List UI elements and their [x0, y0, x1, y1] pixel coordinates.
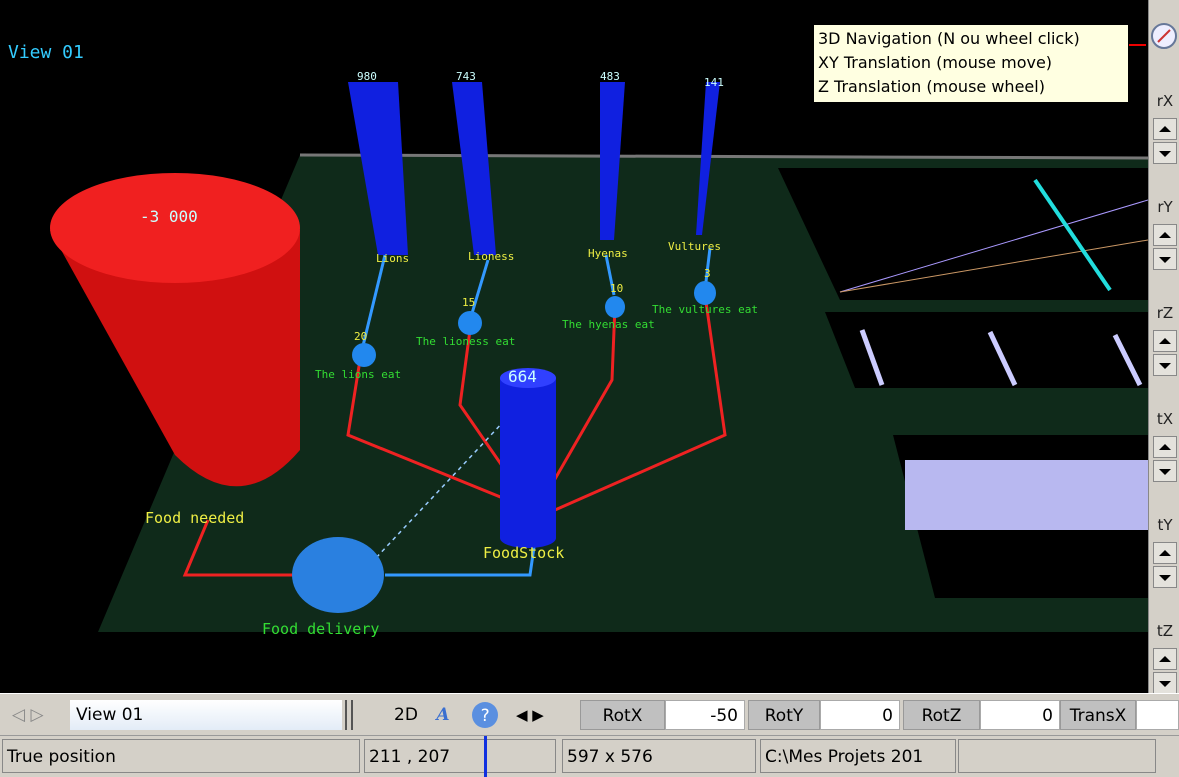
field-input[interactable]: -50	[665, 700, 745, 730]
axis-label: rY	[1157, 198, 1173, 216]
cursor-marker	[484, 736, 487, 777]
status-size: 597 x 576	[562, 739, 756, 773]
decrease-button[interactable]	[1153, 248, 1177, 270]
flows	[182, 247, 727, 577]
increase-button[interactable]	[1153, 542, 1177, 564]
mini-bar	[987, 330, 1018, 387]
scene-canvas: View 01 -3 000 Food needed 664 FoodStock…	[8, 42, 1149, 638]
toolbar: ◁ ▷ View 01 2D A ? ◀ ▶ RotX -50 RotY 0 R…	[0, 693, 1179, 735]
axis-label: tZ	[1156, 622, 1174, 640]
increase-button[interactable]	[1153, 330, 1177, 352]
rate-label: 10	[610, 282, 623, 295]
flow-label: The lions eat	[315, 368, 401, 381]
mini-line	[839, 199, 1149, 293]
value-label: 141	[704, 76, 724, 89]
need-cylinder	[50, 230, 300, 487]
mode-button[interactable]: 2D	[394, 705, 418, 725]
mini-line	[1033, 178, 1112, 292]
step-buttons[interactable]: ◀ ▶	[516, 706, 544, 724]
increase-button[interactable]	[1153, 436, 1177, 458]
node-label: Food needed	[145, 509, 244, 527]
help-button[interactable]: ?	[470, 700, 500, 730]
node-label: Lioness	[468, 250, 514, 263]
field-label: RotZ	[903, 700, 980, 730]
value-label: 980	[357, 70, 377, 83]
decrease-button[interactable]	[1153, 672, 1177, 694]
value-label: 743	[456, 70, 476, 83]
increase-button[interactable]	[1153, 118, 1177, 140]
flow-label: The vultures eat	[652, 303, 758, 316]
valve	[352, 343, 376, 367]
value-label: 483	[600, 70, 620, 83]
foodstock-top	[500, 368, 556, 388]
status-position: 211 , 207	[364, 739, 556, 773]
decrease-button[interactable]	[1153, 566, 1177, 588]
flow-label: The hyenas eat	[562, 318, 655, 331]
view-title: View 01	[8, 42, 84, 63]
splitter	[345, 700, 353, 730]
rate-label: 3	[704, 267, 711, 280]
node-label: Hyenas	[588, 247, 628, 260]
need-cylinder-top	[50, 173, 300, 283]
species-labels: 980 Lions 20 The lions eat 743 Lioness 1…	[315, 70, 758, 381]
stock-cylinder	[600, 82, 625, 240]
rate-label: 15	[462, 296, 475, 309]
tooltip: 3D Navigation (N ou wheel click) XY Tran…	[813, 24, 1129, 103]
view-selector[interactable]: View 01	[70, 700, 342, 730]
stock-cylinder	[348, 82, 408, 255]
decrease-button[interactable]	[1153, 142, 1177, 164]
axis-label: tY	[1157, 516, 1173, 534]
svg-text:?: ?	[480, 706, 490, 726]
mini-line	[839, 239, 1149, 293]
status-panel	[958, 739, 1156, 773]
field-label: RotY	[748, 700, 820, 730]
increase-button[interactable]	[1153, 224, 1177, 246]
valve	[458, 311, 482, 335]
field-label: RotX	[580, 700, 665, 730]
status-bar: True position 211 , 207 597 x 576 C:\Mes…	[0, 735, 1179, 777]
node-label: Vultures	[668, 240, 721, 253]
delivery-node	[292, 537, 384, 613]
axis-label: rX	[1156, 92, 1174, 110]
text-button[interactable]: A	[436, 705, 450, 725]
field-input[interactable]: 0	[820, 700, 900, 730]
increase-button[interactable]	[1153, 648, 1177, 670]
node-label: Food delivery	[262, 620, 379, 638]
valve	[694, 281, 716, 305]
status-path: C:\Mes Projets 201	[760, 739, 956, 773]
nav-arrows[interactable]: ◁ ▷	[12, 705, 44, 725]
foodstock-cylinder	[500, 378, 556, 538]
valve	[605, 296, 625, 318]
node-label: Lions	[376, 252, 409, 265]
mini-area	[905, 460, 1148, 530]
tooltip-line: 3D Navigation (N ou wheel click)	[818, 29, 1080, 48]
axis-label: tX	[1156, 410, 1174, 428]
value-label: 664	[508, 367, 537, 386]
stock-cylinder	[696, 82, 720, 235]
decrease-button[interactable]	[1153, 354, 1177, 376]
decrease-button[interactable]	[1153, 460, 1177, 482]
mini-chart	[778, 168, 1148, 300]
board-edge	[299, 153, 1149, 160]
tooltip-line: XY Translation (mouse move)	[818, 53, 1053, 72]
tooltip-line: Z Translation (mouse wheel)	[818, 77, 1045, 96]
value-label: -3 000	[140, 207, 198, 226]
mini-bar	[1112, 333, 1143, 387]
mini-bar	[859, 329, 885, 386]
mini-chart	[825, 312, 1148, 388]
foodstock-base	[500, 528, 556, 548]
navigation-button[interactable]	[1149, 18, 1179, 54]
node-label: FoodStock	[483, 544, 564, 562]
stock-cylinder	[452, 82, 496, 255]
rate-label: 20	[354, 330, 367, 343]
axis-label: rZ	[1156, 304, 1174, 322]
flow-label: The lioness eat	[416, 335, 515, 348]
3d-viewport[interactable]: View 01 -3 000 Food needed 664 FoodStock…	[0, 0, 1149, 693]
field-input[interactable]	[1136, 700, 1179, 730]
field-input[interactable]: 0	[980, 700, 1060, 730]
field-label: TransX	[1060, 700, 1136, 730]
status-mode: True position	[2, 739, 360, 773]
side-toolbar: rX rY rZ tX tY tZ	[1148, 0, 1179, 694]
